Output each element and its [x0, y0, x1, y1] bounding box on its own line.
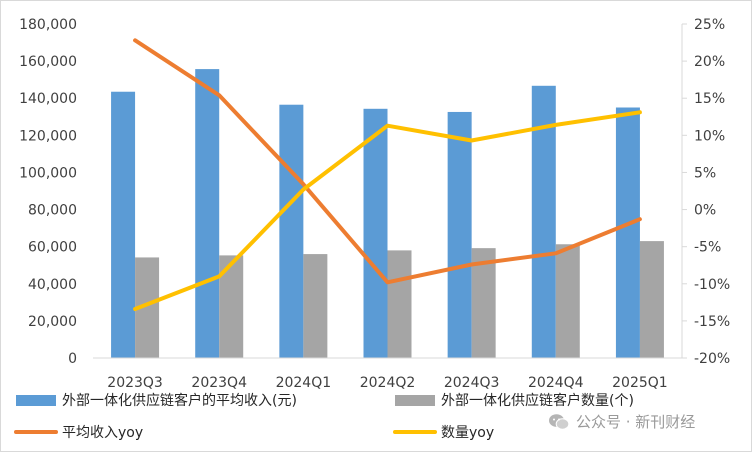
- bar-avg-revenue: [279, 105, 303, 358]
- bar-customer-count: [303, 254, 327, 358]
- bar-avg-revenue: [448, 112, 472, 358]
- wechat-icon: [548, 413, 570, 431]
- watermark: 公众号 · 新刊财经: [548, 411, 695, 432]
- x-tick-label: 2024Q1: [276, 375, 332, 391]
- y-left-tick-label: 80,000: [28, 203, 77, 219]
- y-left-tick-label: 160,000: [19, 54, 77, 70]
- x-tick-label: 2024Q3: [444, 375, 500, 391]
- legend-label: 数量yoy: [441, 425, 494, 441]
- bar-customer-count: [388, 250, 412, 358]
- y-right-tick-label: -15%: [694, 314, 730, 330]
- x-tick-label: 2025Q1: [612, 375, 668, 391]
- y-right-tick-label: 25%: [694, 17, 725, 33]
- legend-marker-bar: [16, 395, 56, 406]
- y-left-tick-label: 140,000: [19, 91, 77, 107]
- y-left-tick-label: 60,000: [28, 240, 77, 256]
- y-right-tick-label: 0%: [694, 203, 716, 219]
- y-left-tick-label: 40,000: [28, 277, 77, 293]
- y-right-tick-label: -20%: [694, 351, 730, 367]
- y-right-tick-label: -5%: [694, 240, 721, 256]
- bar-avg-revenue: [364, 109, 388, 358]
- bar-avg-revenue: [616, 108, 640, 359]
- legend-marker-bar: [395, 395, 435, 406]
- legend-label: 平均收入yoy: [62, 425, 143, 441]
- bar-avg-revenue: [195, 69, 219, 358]
- y-right-tick-label: 20%: [694, 54, 725, 70]
- bar-customer-count: [640, 241, 664, 358]
- y-right-tick-label: 5%: [694, 165, 716, 181]
- y-left-tick-label: 120,000: [19, 128, 77, 144]
- y-right-tick-label: -10%: [694, 277, 730, 293]
- bar-customer-count: [556, 244, 580, 358]
- watermark-text: 公众号 · 新刊财经: [576, 411, 695, 432]
- y-left-tick-label: 0: [68, 351, 77, 367]
- x-tick-label: 2023Q4: [191, 375, 247, 391]
- y-left-tick-label: 20,000: [28, 314, 77, 330]
- y-right-tick-label: 15%: [694, 91, 725, 107]
- y-right-tick-label: 10%: [694, 128, 725, 144]
- x-tick-label: 2024Q2: [360, 375, 416, 391]
- y-left-tick-label: 100,000: [19, 165, 77, 181]
- bar-avg-revenue: [111, 92, 135, 358]
- y-left-tick-label: 180,000: [19, 17, 77, 33]
- x-tick-label: 2024Q4: [528, 375, 584, 391]
- legend-label: 外部一体化供应链客户的平均收入(元): [62, 392, 297, 409]
- legend-label: 外部一体化供应链客户数量(个): [441, 392, 634, 409]
- x-tick-label: 2023Q3: [107, 375, 163, 391]
